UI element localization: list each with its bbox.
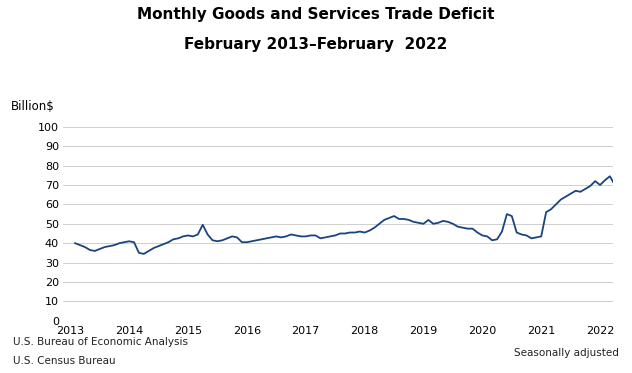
Text: February 2013–February  2022: February 2013–February 2022 [185, 37, 447, 52]
Text: Seasonally adjusted: Seasonally adjusted [514, 348, 619, 358]
Text: Billion$: Billion$ [11, 100, 55, 113]
Text: Monthly Goods and Services Trade Deficit: Monthly Goods and Services Trade Deficit [137, 7, 495, 22]
Text: U.S. Census Bureau: U.S. Census Bureau [13, 355, 115, 366]
Text: U.S. Bureau of Economic Analysis: U.S. Bureau of Economic Analysis [13, 337, 188, 347]
